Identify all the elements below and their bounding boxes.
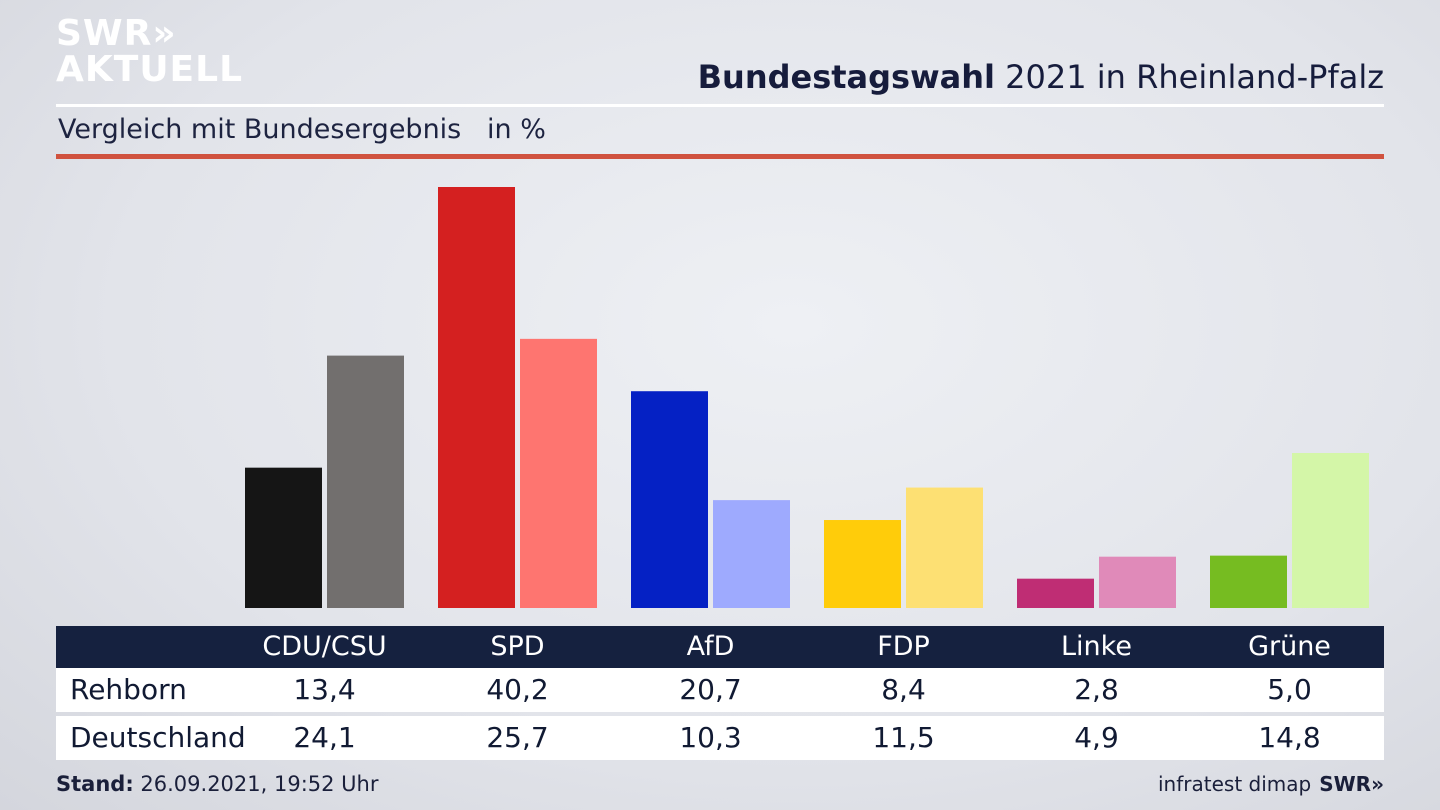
value-cell: 5,0 [1267,673,1312,706]
value-cell: 14,8 [1258,721,1321,754]
swr-brand: SWR» [1319,772,1384,796]
results-table: CDU/CSU SPD AfD FDP Linke Grüne Rehborn 13,4 4… [56,626,1384,760]
timestamp: Stand: 26.09.2021, 19:52 Uhr [56,772,379,796]
title-divider [56,104,1384,107]
bar-afd-deutschland [713,500,790,608]
value-cell: 40,2 [486,673,549,706]
value-cell: 20,7 [679,673,742,706]
value-cell: 13,4 [293,673,356,706]
bar-linke-deutschland [1099,556,1176,608]
value-cell: 8,4 [881,673,926,706]
bar-cdu-csu-rehborn [245,467,322,608]
category-label: AfD [686,631,735,662]
value-cell: 25,7 [486,721,549,754]
swr-aktuell-logo: SWR» AKTUELL [56,16,243,88]
row-label: Deutschland [70,721,246,754]
category-label: Linke [1061,631,1132,662]
subtitle-divider [56,154,1384,159]
table-row: Deutschland 24,1 25,7 10,3 11,5 4,9 14,8 [56,716,1384,760]
value-cell: 11,5 [872,721,935,754]
value-cell: 10,3 [679,721,742,754]
source-credit: infratest dimap SWR» [1158,772,1384,796]
bar-spd-rehborn [438,187,515,608]
chart-subtitle: Vergleich mit Bundesergebnis in % [58,114,546,145]
bar-grüne-deutschland [1292,453,1369,608]
bar-spd-deutschland [520,338,597,608]
value-cell: 24,1 [293,721,356,754]
title-rest: 2021 in Rheinland-Pfalz [995,58,1384,96]
category-label: FDP [877,631,930,662]
category-label: SPD [490,631,545,662]
source-text: infratest dimap [1158,772,1312,796]
page-title: Bundestagswahl 2021 in Rheinland-Pfalz [698,58,1384,96]
bar-afd-rehborn [631,391,708,608]
value-cell: 4,9 [1074,721,1119,754]
row-label: Rehborn [70,673,187,706]
table-row: Rehborn 13,4 40,2 20,7 8,4 2,8 5,0 [56,668,1384,712]
title-bold: Bundestagswahl [697,58,995,96]
bar-cdu-csu-deutschland [327,355,404,608]
bar-grüne-rehborn [1210,555,1287,608]
bar-fdp-rehborn [824,520,901,608]
value-cell: 2,8 [1074,673,1119,706]
stand-label: Stand: [56,772,134,796]
bar-linke-rehborn [1017,578,1094,608]
stand-value: 26.09.2021, 19:52 Uhr [133,772,379,796]
logo-line-2: AKTUELL [56,49,244,90]
table-header-row: CDU/CSU SPD AfD FDP Linke Grüne [56,626,1384,668]
category-label: CDU/CSU [262,631,387,662]
logo-line-1: SWR» [56,13,177,54]
category-label: Grüne [1248,631,1331,662]
bar-fdp-deutschland [906,487,983,608]
